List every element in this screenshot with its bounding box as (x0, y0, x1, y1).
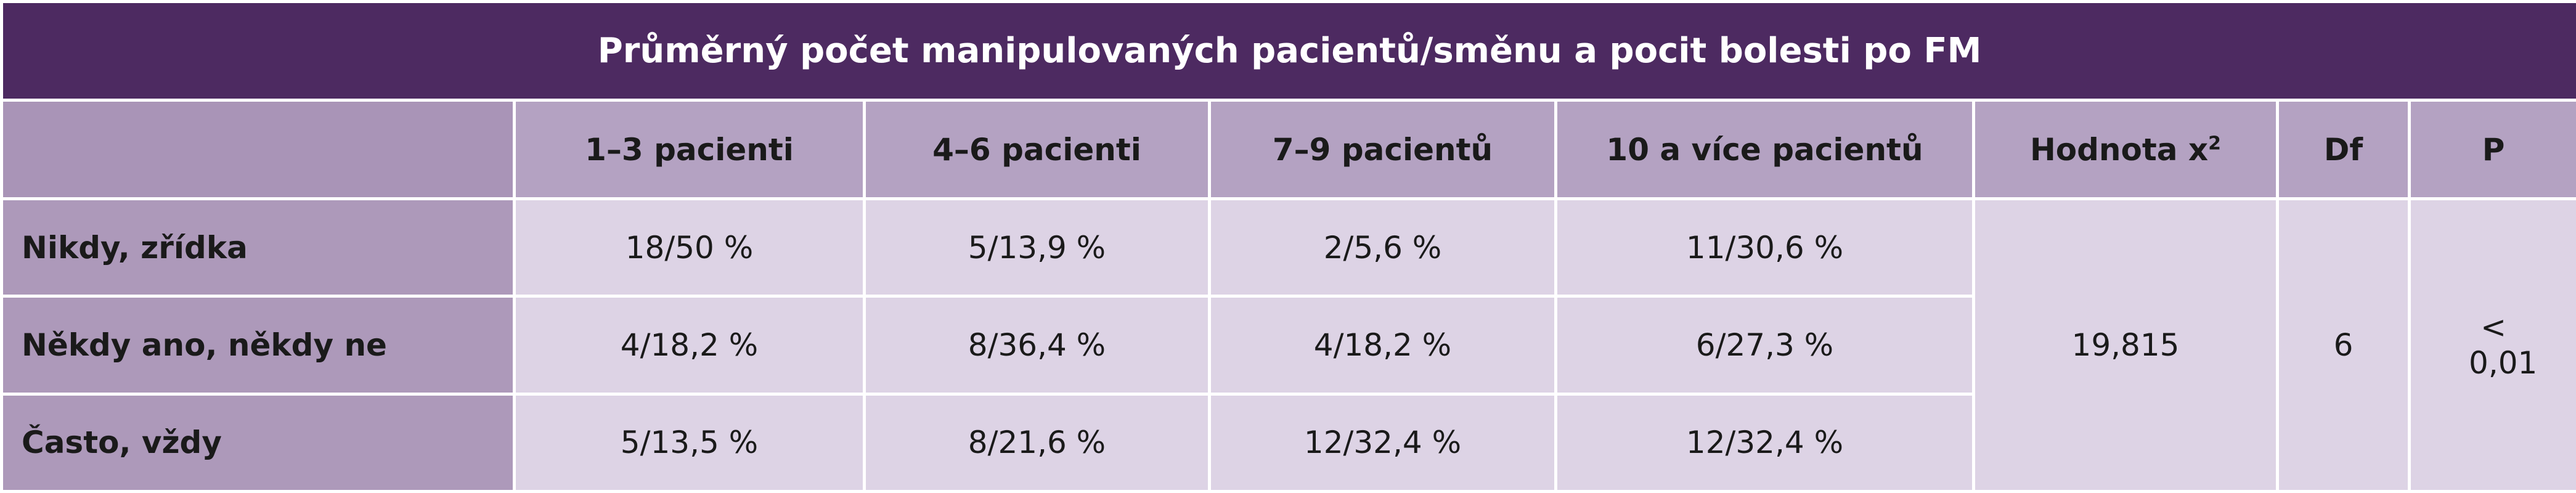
column-header: Df (2276, 99, 2411, 200)
chi-value: 19,815 (1972, 197, 2279, 493)
table-row: Někdy ano, někdy ne 4/18,2 % 8/36,4 % 4/18,… (0, 295, 2576, 396)
p-value: < 0,01 (2469, 309, 2538, 381)
table-row: Často, vždy 5/13,5 % 8/21,6 % 12/32,4 % 12/3… (0, 392, 2576, 493)
column-header: Hodnota x2 (1972, 99, 2279, 200)
superscript: 2 (2208, 132, 2222, 154)
column-header: P (2407, 99, 2576, 200)
cell: 12/32,4 % (1554, 392, 1975, 493)
p-cell: < 0,01 (2407, 197, 2576, 493)
cell: 5/13,5 % (513, 392, 866, 493)
cell: 11/30,6 % (1554, 197, 1975, 298)
row-label: Často, vždy (0, 392, 516, 493)
cell: 12/32,4 % (1208, 392, 1557, 493)
header-row: 1–3 pacienti 4–6 pacienti 7–9 pacientů 10 a… (0, 99, 2576, 200)
cell: 18/50 % (513, 197, 866, 298)
column-header: 7–9 pacientů (1208, 99, 1557, 200)
cell: 8/21,6 % (863, 392, 1211, 493)
row-label: Někdy ano, někdy ne (0, 295, 516, 396)
corner-cell (0, 99, 516, 200)
cell: 5/13,9 % (863, 197, 1211, 298)
cell: 8/36,4 % (863, 295, 1211, 396)
table-body: Nikdy, zřídka 18/50 % 5/13,9 % 2/5,6 % 11/30… (0, 197, 2576, 493)
table-title: Průměrný počet manipulovaných pacientů/s… (0, 0, 2576, 102)
row-label: Nikdy, zřídka (0, 197, 516, 298)
column-header: 10 a více pacientů (1554, 99, 1975, 200)
table-row: Nikdy, zřídka 18/50 % 5/13,9 % 2/5,6 % 11/30… (0, 197, 2576, 493)
cell: 4/18,2 % (1208, 295, 1557, 396)
column-header: 4–6 pacienti (863, 99, 1211, 200)
cell: 2/5,6 % (1208, 197, 1557, 298)
cell: 6/27,3 % (1554, 295, 1975, 396)
df-value: 6 (2276, 197, 2411, 493)
column-header: 1–3 pacienti (513, 99, 866, 200)
cell: 4/18,2 % (513, 295, 866, 396)
